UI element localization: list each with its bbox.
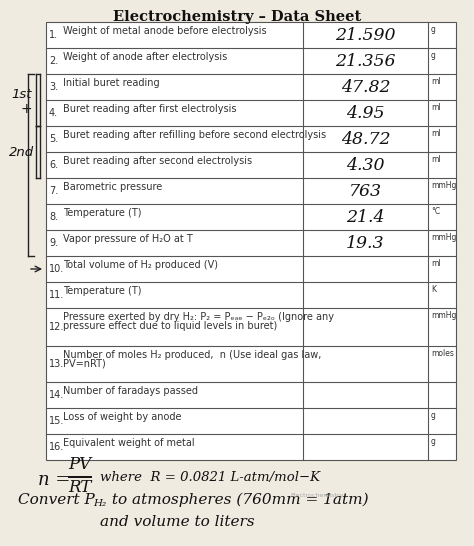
Text: 21.356: 21.356: [335, 54, 396, 70]
Text: PV: PV: [68, 456, 91, 473]
Text: 21.4: 21.4: [346, 210, 385, 227]
Text: Electrochemistry: Electrochemistry: [290, 494, 343, 498]
Text: 3.: 3.: [49, 82, 58, 92]
Text: 14.: 14.: [49, 390, 64, 400]
Text: moles: moles: [431, 349, 454, 358]
Text: 7.: 7.: [49, 186, 58, 196]
Text: 4.95: 4.95: [346, 105, 385, 122]
Text: 1.: 1.: [49, 30, 58, 40]
Text: Buret reading after second electrolysis: Buret reading after second electrolysis: [63, 156, 252, 166]
Text: 21.590: 21.590: [335, 27, 396, 45]
Text: mmHg: mmHg: [431, 311, 456, 320]
Text: 47.82: 47.82: [341, 80, 390, 97]
Text: 13.: 13.: [49, 359, 64, 369]
Text: 11.: 11.: [49, 290, 64, 300]
Text: and volume to liters: and volume to liters: [100, 515, 255, 529]
Text: 1st: 1st: [12, 88, 32, 102]
Text: 15.: 15.: [49, 416, 64, 426]
Text: where  R = 0.0821 L-atm/mol−K: where R = 0.0821 L-atm/mol−K: [100, 472, 320, 484]
Text: g: g: [431, 25, 436, 34]
Text: 10.: 10.: [49, 264, 64, 274]
Text: 2nd: 2nd: [9, 145, 35, 158]
Text: 19.3: 19.3: [346, 235, 385, 252]
Text: Convert P: Convert P: [18, 493, 95, 507]
Text: 8.: 8.: [49, 212, 58, 222]
Text: PV=nRT): PV=nRT): [63, 359, 106, 369]
Text: Pressure exerted by dry H₂: P₂ = Pₑₐₑ − Pₑ₂ₒ (Ignore any: Pressure exerted by dry H₂: P₂ = Pₑₐₑ − …: [63, 312, 334, 322]
Text: Weight of metal anode before electrolysis: Weight of metal anode before electrolysi…: [63, 26, 266, 36]
Text: +: +: [20, 102, 32, 116]
Text: Number of moles H₂ produced,  n (Use ideal gas law,: Number of moles H₂ produced, n (Use idea…: [63, 350, 321, 360]
Text: ml: ml: [431, 259, 441, 268]
Text: 16.: 16.: [49, 442, 64, 452]
Text: K: K: [431, 285, 436, 294]
Text: pressure effect due to liquid levels in buret): pressure effect due to liquid levels in …: [63, 321, 277, 331]
Text: °C: °C: [431, 207, 440, 216]
Text: 4.: 4.: [49, 108, 58, 118]
Text: Number of faradays passed: Number of faradays passed: [63, 386, 198, 396]
Text: ml: ml: [431, 77, 441, 86]
Text: mmHg: mmHg: [431, 233, 456, 242]
Text: g: g: [431, 411, 436, 420]
Text: Loss of weight by anode: Loss of weight by anode: [63, 412, 182, 422]
Text: ml: ml: [431, 155, 441, 164]
Text: Barometric pressure: Barometric pressure: [63, 182, 162, 192]
Text: to atmospheres (760mm = 1atm): to atmospheres (760mm = 1atm): [107, 493, 369, 507]
Text: Buret reading after refilling before second electrolysis: Buret reading after refilling before sec…: [63, 130, 326, 140]
Bar: [46, 22, 456, 460]
Text: H₂: H₂: [93, 500, 106, 508]
Text: g: g: [431, 51, 436, 60]
Text: 2.: 2.: [49, 56, 58, 66]
Text: n =: n =: [38, 471, 71, 489]
Text: Vapor pressure of H₂O at T: Vapor pressure of H₂O at T: [63, 234, 193, 244]
Text: g: g: [431, 437, 436, 446]
Text: 9.: 9.: [49, 238, 58, 248]
Text: RT: RT: [68, 479, 91, 496]
Text: Total volume of H₂ produced (V): Total volume of H₂ produced (V): [63, 260, 218, 270]
Text: Electrochemistry – Data Sheet: Electrochemistry – Data Sheet: [113, 10, 361, 24]
Text: 763: 763: [349, 183, 382, 200]
Text: ml: ml: [431, 129, 441, 138]
Text: mmHg: mmHg: [431, 181, 456, 190]
Text: 6.: 6.: [49, 160, 58, 170]
Text: 5.: 5.: [49, 134, 58, 144]
Text: 48.72: 48.72: [341, 132, 390, 149]
Text: Equivalent weight of metal: Equivalent weight of metal: [63, 438, 195, 448]
Text: 4.30: 4.30: [346, 157, 385, 175]
Text: Buret reading after first electrolysis: Buret reading after first electrolysis: [63, 104, 237, 114]
Text: Temperature (T): Temperature (T): [63, 208, 142, 218]
Text: ml: ml: [431, 103, 441, 112]
Text: Temperature (T): Temperature (T): [63, 286, 142, 296]
Text: Initial buret reading: Initial buret reading: [63, 78, 160, 88]
Text: 12.: 12.: [49, 322, 64, 332]
Text: Weight of anode after electrolysis: Weight of anode after electrolysis: [63, 52, 227, 62]
